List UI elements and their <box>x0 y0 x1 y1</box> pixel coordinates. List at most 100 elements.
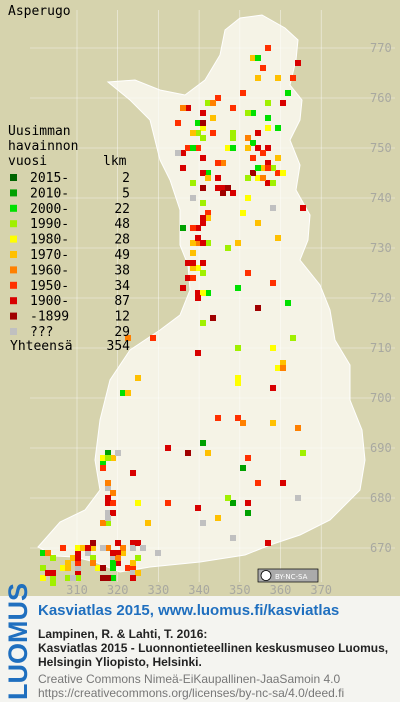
observation-square <box>115 555 121 561</box>
atlas-link[interactable]: Kasviatlas 2015, www.luomus.fi/kasviatla… <box>38 602 339 619</box>
observation-square <box>225 245 231 251</box>
observation-square <box>245 455 251 461</box>
legend-swatch <box>10 220 17 228</box>
legend-swatch <box>10 174 17 181</box>
observation-square <box>110 565 116 571</box>
observation-square <box>245 110 251 116</box>
observation-square <box>110 550 116 556</box>
observation-square <box>230 500 236 506</box>
observation-square <box>200 200 206 206</box>
observation-square <box>225 495 231 501</box>
observation-square <box>130 565 136 571</box>
observation-square <box>265 100 271 106</box>
observation-square <box>280 100 286 106</box>
observation-square <box>185 145 191 151</box>
observation-square <box>185 260 191 266</box>
observation-square <box>260 175 266 181</box>
legend-count: 22 <box>114 202 130 217</box>
observation-square <box>200 125 206 131</box>
observation-square <box>200 320 206 326</box>
observation-square <box>260 65 266 71</box>
observation-square <box>230 130 236 136</box>
observation-square <box>200 520 206 526</box>
observation-square <box>195 120 201 126</box>
observation-square <box>140 545 146 551</box>
observation-square <box>250 140 256 146</box>
observation-square <box>275 365 281 371</box>
observation-square <box>200 290 206 296</box>
observation-square <box>80 545 86 551</box>
observation-square <box>200 110 206 116</box>
observation-square <box>105 480 111 486</box>
legend-count: 49 <box>114 248 130 263</box>
citation: Helsingin Yliopisto, Helsinki. <box>38 655 202 669</box>
observation-square <box>295 60 301 66</box>
observation-square <box>120 550 126 556</box>
observation-square <box>50 570 56 576</box>
legend-label: -1899 <box>30 310 69 325</box>
observation-square <box>75 570 81 576</box>
observation-square <box>245 500 251 506</box>
observation-square <box>190 250 196 256</box>
observation-square <box>280 170 286 176</box>
observation-square <box>195 265 201 271</box>
observation-square <box>100 575 106 581</box>
legend-count: 28 <box>114 233 130 248</box>
observation-square <box>95 565 101 571</box>
observation-square <box>145 520 151 526</box>
observation-square <box>195 350 201 356</box>
observation-square <box>205 210 211 216</box>
observation-square <box>180 105 186 111</box>
observation-square <box>240 420 246 426</box>
observation-square <box>270 345 276 351</box>
legend-label: 1970- <box>30 248 69 263</box>
observation-square <box>115 550 121 556</box>
x-grid-label: 330 <box>148 583 170 597</box>
observation-square <box>185 105 191 111</box>
observation-square <box>300 450 306 456</box>
legend-swatch <box>10 235 17 243</box>
observation-square <box>130 575 136 581</box>
observation-square <box>185 450 191 456</box>
observation-square <box>105 455 111 461</box>
observation-square <box>230 105 236 111</box>
observation-square <box>115 450 121 456</box>
legend-count: 29 <box>114 325 130 340</box>
legend-label: 2010- <box>30 186 69 201</box>
observation-square <box>270 165 276 171</box>
observation-square <box>105 510 111 516</box>
observation-square <box>205 175 211 181</box>
y-grid-label: 680 <box>370 491 392 505</box>
observation-square <box>185 275 191 281</box>
observation-square <box>75 545 81 551</box>
observation-square <box>230 145 236 151</box>
observation-square <box>70 555 76 561</box>
observation-square <box>255 305 261 311</box>
observation-square <box>215 95 221 101</box>
license-url[interactable]: https://creativecommons.org/licenses/by-… <box>38 686 344 700</box>
observation-square <box>255 55 261 61</box>
observation-square <box>260 150 266 156</box>
observation-square <box>265 160 271 166</box>
observation-square <box>265 180 271 186</box>
observation-square <box>90 540 96 546</box>
observation-square <box>165 445 171 451</box>
observation-square <box>190 225 196 231</box>
observation-square <box>195 145 201 151</box>
footer-background <box>0 596 400 702</box>
map-title: Asperugo <box>8 4 71 19</box>
observation-square <box>110 555 116 561</box>
observation-square <box>120 545 126 551</box>
observation-square <box>240 210 246 216</box>
observation-square <box>235 375 241 381</box>
observation-square <box>90 560 96 566</box>
legend-count: 5 <box>122 186 130 201</box>
cc-icon <box>260 570 272 581</box>
observation-square <box>190 265 196 271</box>
x-grid-label: 340 <box>188 583 210 597</box>
observation-square <box>75 575 81 581</box>
observation-square <box>75 550 81 556</box>
observation-square <box>275 235 281 241</box>
observation-square <box>135 375 141 381</box>
observation-square <box>110 455 116 461</box>
